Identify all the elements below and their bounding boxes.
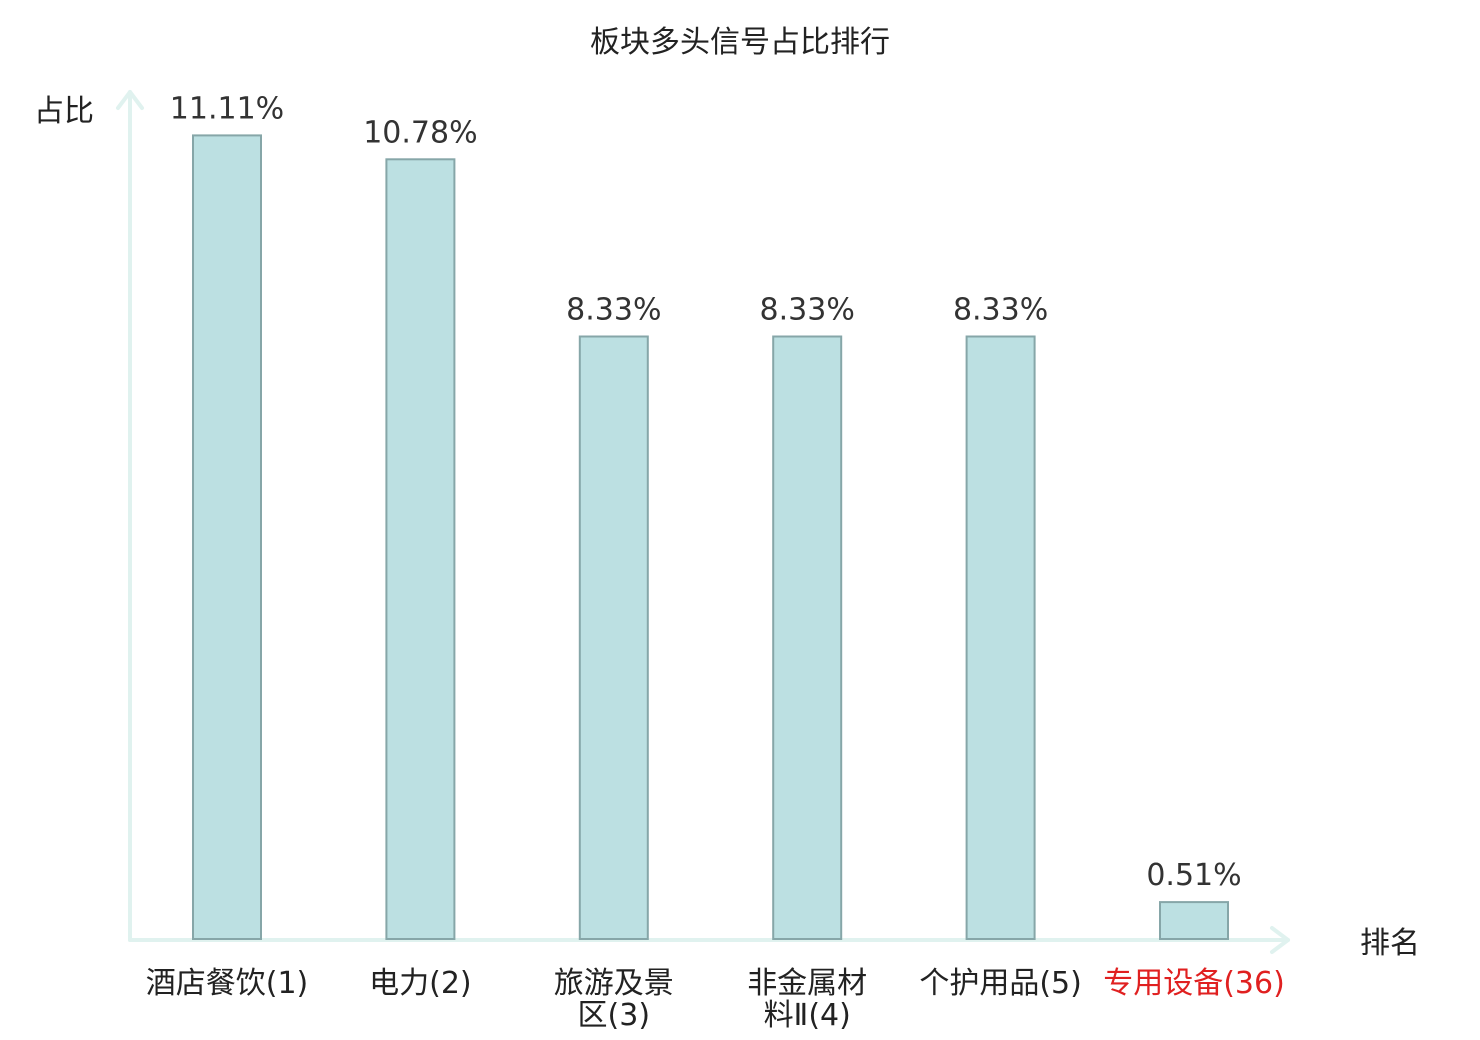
category-label-3-line-1: 旅游及景 <box>554 966 674 1001</box>
category-label-6: 专用设备(36) <box>1103 966 1285 1001</box>
category-label-3-line-2: 区(3) <box>578 998 651 1033</box>
bar-5 <box>965 335 1036 940</box>
value-label-1: 11.11% <box>170 91 284 126</box>
bars-group <box>192 134 1229 941</box>
category-label-2: 电力(2) <box>369 966 472 1001</box>
bar-4 <box>772 335 843 940</box>
value-label-6: 0.51% <box>1146 858 1241 893</box>
value-label-3: 8.33% <box>566 293 661 328</box>
category-label-5: 个护用品(5) <box>919 966 1082 1001</box>
bar-3 <box>578 335 649 940</box>
value-labels-group: 11.11% 10.78% 8.33% 8.33% 8.33% 0.51% <box>170 91 1242 893</box>
value-label-2: 10.78% <box>363 115 477 150</box>
y-axis-label: 占比 <box>34 94 94 129</box>
bar-1 <box>192 134 262 940</box>
x-axis-label: 排名 <box>1360 926 1420 961</box>
bar-2 <box>385 158 456 941</box>
category-label-4-line-2: 料Ⅱ(4) <box>764 998 851 1033</box>
value-label-5: 8.33% <box>953 293 1048 328</box>
x-axis-arrow <box>1270 926 1290 954</box>
category-label-1: 酒店餐饮(1) <box>146 966 309 1001</box>
category-label-4-line-1: 非金属材 <box>747 966 867 1001</box>
chart-title: 板块多头信号占比排行 <box>590 25 890 60</box>
bar-6 <box>1159 901 1229 940</box>
value-label-4: 8.33% <box>760 293 855 328</box>
